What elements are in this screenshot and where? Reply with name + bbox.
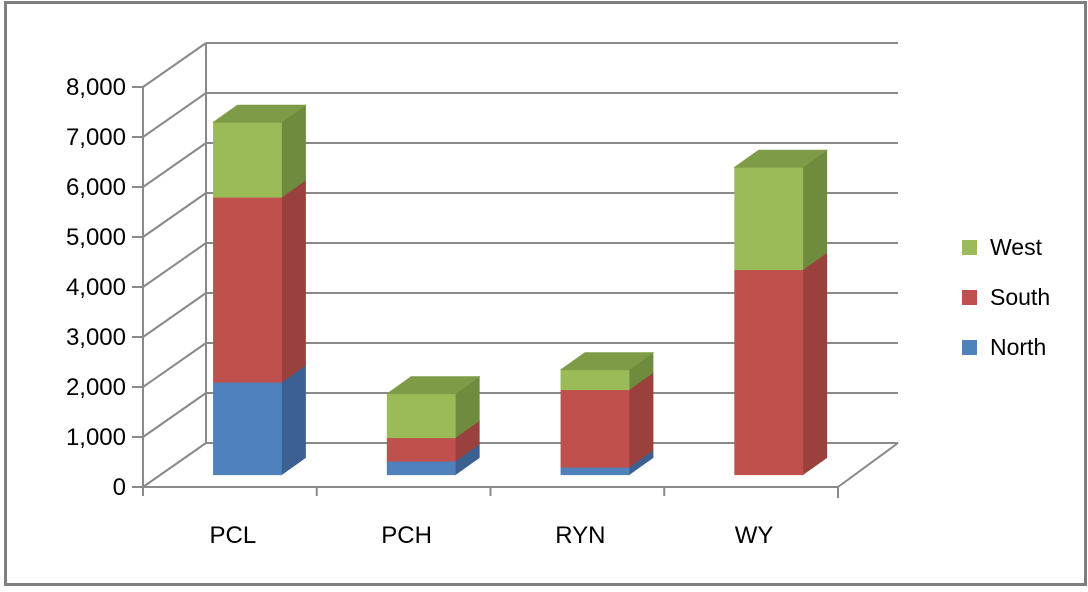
y-axis-label: 6,000 xyxy=(66,174,126,201)
gridline-connector xyxy=(142,292,207,338)
y-axis: 0 1,000 2,000 3,000 4,000 5,000 6,000 7,000 8,00… xyxy=(66,74,144,501)
y-axis-label: 3,000 xyxy=(66,324,126,351)
y-axis-label: 0 xyxy=(113,474,126,501)
x-axis-label-pch: PCH xyxy=(381,522,432,549)
segment-north-front xyxy=(213,381,282,476)
segment-west-top xyxy=(559,352,655,371)
y-axis-label: 2,000 xyxy=(66,374,126,401)
segment-west-top xyxy=(212,104,307,123)
bar-stack-WY xyxy=(733,149,828,476)
legend-swatch-west-icon xyxy=(962,239,977,255)
segment-south-front xyxy=(734,269,804,476)
y-axis-label: 4,000 xyxy=(66,274,126,301)
segment-south-front xyxy=(386,437,456,462)
legend-item-west: West xyxy=(962,234,1042,260)
legend-item-north: North xyxy=(962,334,1046,360)
segment-south-front xyxy=(213,196,282,383)
gridline-connector xyxy=(142,142,207,188)
gridline-connector xyxy=(142,392,207,438)
segment-west-top xyxy=(385,376,481,395)
y-axis-label: 7,000 xyxy=(66,124,126,151)
legend-swatch-north-icon xyxy=(962,339,977,355)
gridline-connector xyxy=(142,92,207,138)
gridline-connector xyxy=(142,242,207,288)
bar-stack-PCL xyxy=(212,104,307,476)
y-axis-label: 5,000 xyxy=(66,224,126,251)
gridline-connector xyxy=(142,192,207,238)
segment-north-side xyxy=(281,364,306,476)
gridline-connector xyxy=(142,442,207,488)
segment-west-front xyxy=(734,166,804,271)
x-axis-label-pcl: PCL xyxy=(210,522,257,549)
segment-south-side xyxy=(281,179,306,383)
segment-south-side xyxy=(802,251,828,476)
segment-west-top xyxy=(733,149,828,168)
gridline-connector xyxy=(142,342,207,388)
segment-west-front xyxy=(560,369,630,391)
segment-south-front xyxy=(560,389,630,468)
bar-stack-RYN xyxy=(559,351,655,476)
gridline-connector xyxy=(142,42,207,88)
segment-west-front xyxy=(386,393,456,439)
segment-west-front xyxy=(213,121,282,198)
segment-north-front xyxy=(386,460,456,476)
y-axis-label: 1,000 xyxy=(66,424,126,451)
x-axis-label-ryn: RYN xyxy=(555,522,605,549)
segment-north-front xyxy=(560,466,630,476)
x-axis: PCL PCH RYN WY xyxy=(142,486,839,549)
legend-item-south: South xyxy=(962,284,1050,310)
x-axis-label-wy: WY xyxy=(735,522,774,549)
legend-label-north: North xyxy=(990,334,1047,360)
y-axis-label: 8,000 xyxy=(66,74,126,101)
floor-right-edge xyxy=(837,442,899,488)
segment-west-side xyxy=(802,149,828,271)
legend-swatch-south-icon xyxy=(962,289,977,305)
legend-label-west: West xyxy=(990,234,1042,260)
legend-label-south: South xyxy=(990,284,1051,310)
bars xyxy=(212,104,828,476)
bar-stack-PCH xyxy=(385,375,481,476)
